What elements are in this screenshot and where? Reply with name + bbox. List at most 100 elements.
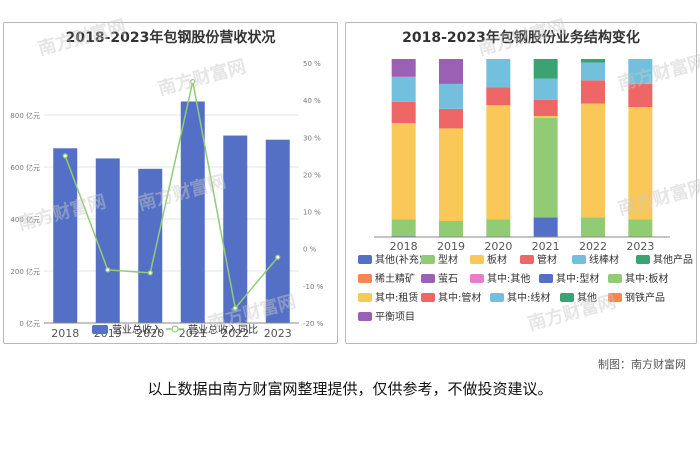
stack-segment xyxy=(581,59,605,63)
yoy-point xyxy=(190,78,196,85)
x-tick-label: 2023 xyxy=(626,240,654,253)
legend-label: 钢铁产品 xyxy=(625,291,665,304)
stack-segment xyxy=(439,83,463,109)
yoy-point xyxy=(105,267,111,273)
y-right-tick-label: -20 % xyxy=(303,320,324,328)
legend-label-yoy: 营业总收入同比 xyxy=(188,323,258,336)
yoy-point xyxy=(62,153,68,159)
x-tick-label: 2018 xyxy=(51,327,79,340)
stack-segment xyxy=(486,59,511,88)
legend-swatch xyxy=(636,255,650,264)
legend-label: 型材 xyxy=(438,253,458,266)
legend-label: 板材 xyxy=(487,253,507,266)
stack-segment xyxy=(391,123,416,220)
legend-marker-yoy xyxy=(171,325,179,333)
y-right-tick-label: 10 % xyxy=(303,209,321,217)
legend-swatch xyxy=(358,293,372,302)
legend-swatch xyxy=(358,274,372,283)
legend-swatch xyxy=(358,312,372,321)
stack-segment xyxy=(391,219,416,237)
stack-segment xyxy=(581,103,605,218)
legend-label: 管材 xyxy=(537,253,557,266)
stack-segment xyxy=(439,128,463,221)
stack-segment xyxy=(391,76,416,102)
legend-swatch xyxy=(490,293,504,302)
revenue-bar xyxy=(138,168,163,323)
legend-label: 稀土精矿 xyxy=(375,272,415,285)
x-tick-label: 2023 xyxy=(264,327,292,340)
legend-label: 其中:型材 xyxy=(556,272,599,285)
legend-label: 其他(补充) xyxy=(375,253,423,266)
yoy-point xyxy=(232,305,238,311)
stack-segment xyxy=(486,87,511,106)
stack-segment xyxy=(391,59,416,77)
stack-segment xyxy=(533,59,558,79)
y-right-tick-label: 50 % xyxy=(303,60,321,68)
revenue-bar xyxy=(180,101,205,323)
stack-segment xyxy=(439,108,463,129)
revenue-bar xyxy=(95,158,120,323)
y-left-tick-label: 400 亿元 xyxy=(10,215,40,224)
legend-label: 其他产品 xyxy=(653,253,693,266)
stack-segment xyxy=(439,220,463,237)
legend-swatch xyxy=(421,293,435,302)
revenue-bar xyxy=(223,135,248,323)
legend-swatch xyxy=(539,274,553,283)
yoy-point xyxy=(275,254,281,260)
y-right-tick-label: 20 % xyxy=(303,171,321,179)
stack-segment xyxy=(533,99,558,116)
y-right-tick-label: 30 % xyxy=(303,134,321,142)
legend-label: 其中:板材 xyxy=(625,272,668,285)
stack-segment xyxy=(533,78,558,100)
legend-swatch xyxy=(560,293,574,302)
legend-swatch xyxy=(608,293,622,302)
stack-segment xyxy=(581,217,605,237)
credit-text: 制图：南方财富网 xyxy=(598,358,686,371)
y-right-tick-label: 0 % xyxy=(303,246,317,254)
legend-label: 萤石 xyxy=(438,273,458,285)
revenue-bar xyxy=(265,139,290,323)
stack-segment xyxy=(581,80,605,104)
yoy-line xyxy=(64,81,279,310)
x-tick-label: 2020 xyxy=(484,240,512,253)
y-right-tick-label: 40 % xyxy=(303,97,321,105)
y-right-tick-label: -10 % xyxy=(303,283,324,291)
stack-segment xyxy=(628,219,653,237)
structure-chart-panel: 2018-2023年包钢股份业务结构变化 2018 2019 2020 2021 202… xyxy=(345,22,697,344)
x-tick-label: 2019 xyxy=(437,240,465,253)
y-left-tick-label: 600 亿元 xyxy=(10,163,40,172)
legend-swatch xyxy=(358,255,372,264)
stack-segment xyxy=(628,107,653,220)
legend-swatch-revenue xyxy=(92,325,108,334)
legend-label: 其中:租赁 xyxy=(375,291,418,304)
revenue-chart-title: 2018-2023年包钢股份营收状况 xyxy=(65,30,276,46)
stack-segment xyxy=(581,62,605,81)
stack-segment xyxy=(391,101,416,124)
stack-segment xyxy=(533,117,558,218)
legend-swatch xyxy=(470,255,484,264)
structure-chart-title: 2018-2023年包钢股份业务结构变化 xyxy=(402,30,640,46)
stack-segment xyxy=(628,59,653,84)
legend-label: 其中:线材 xyxy=(507,291,550,304)
legend-label: 其中:管材 xyxy=(438,291,481,304)
x-tick-label: 2021 xyxy=(532,240,560,253)
legend-swatch xyxy=(572,255,586,264)
revenue-bar xyxy=(53,148,78,323)
x-tick-label: 2020 xyxy=(136,327,164,340)
legend-label: 其中:其他 xyxy=(487,272,530,285)
legend-swatch xyxy=(421,274,435,283)
stack-segment xyxy=(486,219,511,237)
stack-segment xyxy=(439,59,463,84)
stack-segment xyxy=(533,115,558,118)
yoy-point xyxy=(147,270,153,276)
legend-label: 其他 xyxy=(577,291,597,304)
stack-segment xyxy=(486,105,511,220)
y-left-tick-label: 0 亿元 xyxy=(19,319,40,328)
stack-segment xyxy=(533,217,558,237)
legend-label: 平衡项目 xyxy=(375,311,415,323)
legend-swatch xyxy=(470,274,484,283)
structure-chart: 2018 2019 2020 2021 2022 2023其他(补充) 型材 板材 管材 线棒材其… xyxy=(358,59,693,323)
x-tick-label: 2022 xyxy=(579,240,607,253)
legend-swatch xyxy=(608,274,622,283)
legend-swatch xyxy=(520,255,534,264)
